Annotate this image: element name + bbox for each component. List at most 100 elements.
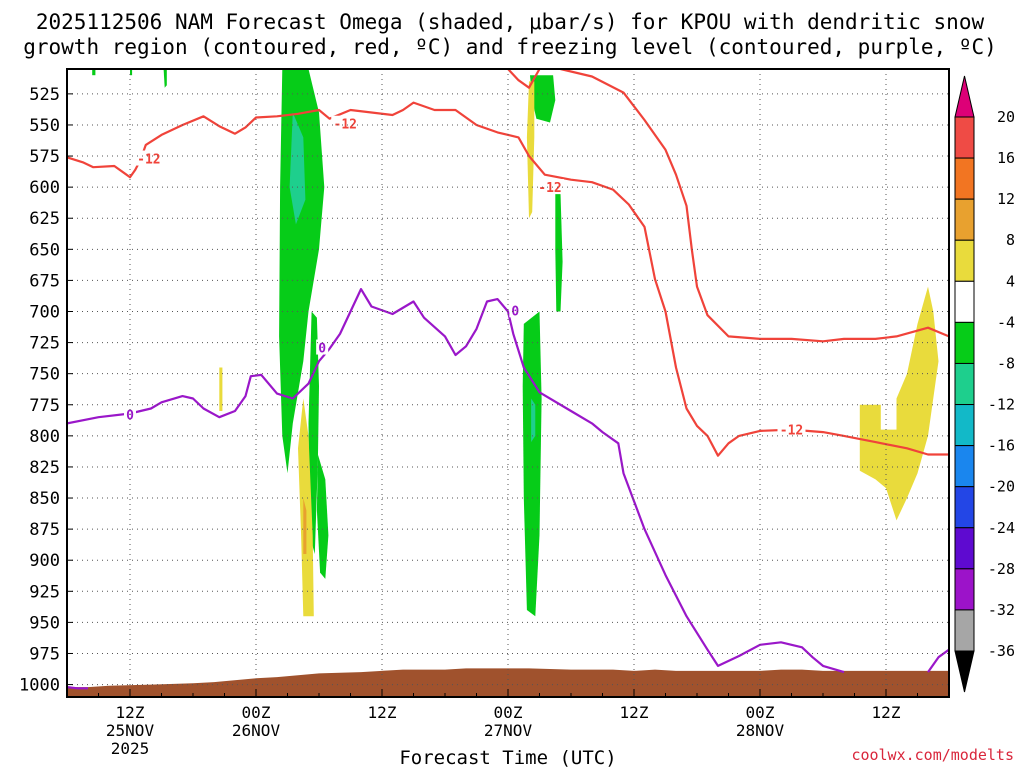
colorbar-top-triangle (954, 75, 975, 118)
omega-region-9 (130, 69, 133, 76)
omega-region-14 (219, 367, 223, 411)
colorbar-label-6: -8 (997, 354, 1015, 372)
colorbar-box-9 (954, 445, 975, 488)
colorbar-box-11 (954, 527, 975, 570)
y-tick-label-625: 625 (29, 209, 60, 229)
y-tick-label-600: 600 (29, 178, 60, 198)
y-tick-label-800: 800 (29, 427, 60, 447)
colorbar-label-1: 16 (997, 149, 1015, 167)
colorbar-label-2: 12 (997, 190, 1015, 208)
contour-label-bg-0-1 (331, 115, 360, 131)
colorbar-label-13: -36 (988, 642, 1015, 660)
y-tick-label-1000: 1000 (19, 676, 60, 696)
omega-region-8 (92, 69, 96, 76)
colorbar-box-3 (954, 198, 975, 241)
colorbar-label-12: -32 (988, 601, 1015, 619)
credit-link[interactable]: coolwx.com/modelts (851, 746, 1014, 764)
colorbar-box-1 (954, 116, 975, 159)
x-tick-label-1-l1: 00Z (242, 703, 271, 722)
colorbar-box-10 (954, 486, 975, 529)
plot-frame (66, 68, 950, 698)
omega-region-15 (859, 286, 939, 521)
contour-label-1-0: 0 (126, 409, 134, 424)
colorbar-box-5 (954, 280, 975, 323)
contour-label-0-2: -12 (538, 181, 561, 196)
terrain-fill (67, 668, 949, 697)
x-tick-label-3-l1: 00Z (494, 703, 523, 722)
dgz-contour-2 (560, 69, 949, 343)
colorbar-label-11: -28 (988, 560, 1015, 578)
omega-region-5 (555, 193, 563, 312)
colorbar-box-12 (954, 568, 975, 611)
y-tick-label-550: 550 (29, 116, 60, 136)
x-tick-label-0-l2: 25NOV (106, 721, 155, 740)
x-tick-label-6-l1: 12Z (872, 703, 901, 722)
freezing-contour-1 (927, 648, 949, 673)
contour-label-bg-0-3 (777, 421, 806, 437)
omega-region-10 (163, 69, 167, 88)
grid (67, 69, 949, 697)
y-tick-label-925: 925 (29, 582, 60, 602)
omega-region-6 (522, 311, 542, 617)
y-tick-label-875: 875 (29, 520, 60, 540)
axes: 525 550 575 600 625 650 675 700 725 750 775 800 825 8… (19, 85, 950, 758)
y-tick-label-850: 850 (29, 489, 60, 509)
y-tick-label-700: 700 (29, 302, 60, 322)
dgz-contour-0 (67, 101, 949, 457)
colorbar-label-7: -12 (988, 396, 1015, 414)
y-tick-label-725: 725 (29, 334, 60, 354)
colorbar-box-7 (954, 362, 975, 406)
contour-label-bg-1-2 (509, 302, 522, 318)
y-tick-label-575: 575 (29, 147, 60, 167)
contour-label-0-3: -12 (780, 424, 803, 439)
colorbar-box-4 (954, 239, 975, 282)
y-tick-label-675: 675 (29, 271, 60, 291)
contour-label-0-1: -12 (334, 118, 357, 133)
contour-label-1-1: 0 (318, 342, 326, 357)
freezing-contour-0 (67, 288, 845, 674)
y-tick-label-825: 825 (29, 458, 60, 478)
colorbar-label-5: -4 (997, 313, 1015, 331)
y-tick-label-525: 525 (29, 85, 60, 105)
colorbar-box-2 (954, 157, 975, 200)
omega-region-1 (289, 112, 306, 225)
colorbar-box-6 (954, 321, 975, 364)
plot-area: -12 -12 -12 -12 0 0 0 (67, 69, 949, 697)
omega-region-7 (531, 398, 536, 443)
y-tick-label-750: 750 (29, 365, 60, 385)
y-tick-label-900: 900 (29, 551, 60, 571)
x-tick-label-0-l1: 12Z (116, 703, 145, 722)
x-tick-label-5-l2: 28NOV (736, 721, 785, 740)
colorbar: 20 16 12 8 4 -4 -8 -12 -16 -20 -24 -28 -32 -36 (954, 75, 1015, 693)
y-tick-label-975: 975 (29, 644, 60, 664)
colorbar-label-4: 4 (1006, 272, 1015, 290)
colorbar-label-0: 20 (997, 108, 1015, 126)
y-tick-label-775: 775 (29, 396, 60, 416)
dgz-contour-1 (507, 69, 541, 89)
colorbar-label-10: -24 (988, 519, 1015, 537)
chart-title-line2: growth region (contoured, red, ºC) and f… (23, 35, 997, 59)
contour-label-bg-1-1 (316, 339, 329, 355)
colorbar-box-13 (954, 609, 975, 652)
omega-region-3 (316, 454, 329, 579)
omega-region-4 (530, 75, 556, 123)
x-tick-label-4-l1: 12Z (620, 703, 649, 722)
omega-region-11 (298, 398, 314, 617)
colorbar-label-3: 8 (1006, 231, 1015, 249)
contour-label-bg-0-0 (134, 150, 163, 166)
y-tick-label-650: 650 (29, 240, 60, 260)
x-tick-label-2-l1: 12Z (368, 703, 397, 722)
omega-region-13 (526, 81, 535, 219)
x-tick-label-1-l2: 26NOV (232, 721, 281, 740)
colorbar-label-8: -16 (988, 437, 1015, 455)
y-tick-label-950: 950 (29, 613, 60, 633)
x-axis-label: Forecast Time (UTC) (399, 747, 616, 768)
x-tick-label-5-l1: 00Z (746, 703, 775, 722)
omega-region-12 (303, 498, 307, 554)
chart-title-line1: 2025112506 NAM Forecast Omega (shaded, μ… (36, 10, 985, 34)
freezing-contour-2 (67, 686, 88, 690)
contour-label-bg-0-2 (536, 179, 564, 195)
omega-region-2 (308, 311, 319, 554)
colorbar-box-8 (954, 404, 975, 447)
